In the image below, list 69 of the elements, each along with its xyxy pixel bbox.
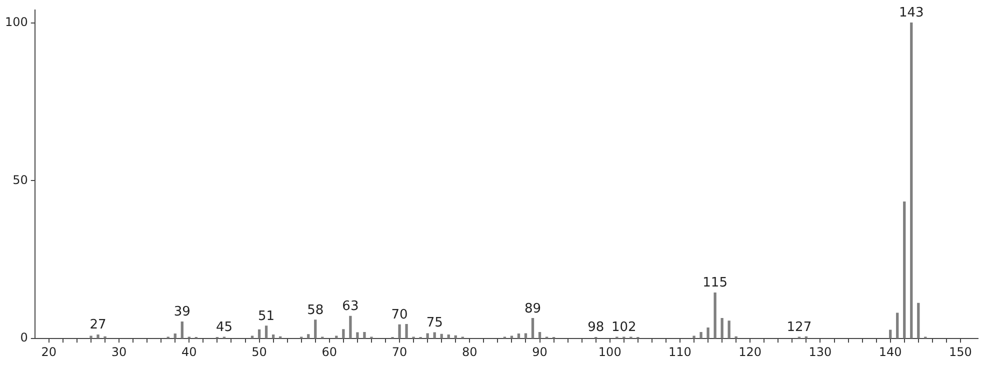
x-tick-label: 110 bbox=[668, 344, 692, 359]
annotation: 45 bbox=[216, 320, 232, 335]
annotation: 98 bbox=[588, 320, 604, 336]
bar bbox=[910, 22, 913, 338]
annotation: 102 bbox=[611, 320, 636, 335]
x-tick-label: 90 bbox=[532, 344, 548, 359]
x-tick-label: 130 bbox=[808, 344, 832, 359]
bar bbox=[889, 330, 892, 338]
x-tick-label: 70 bbox=[392, 344, 408, 359]
annotation: 143 bbox=[898, 6, 924, 21]
bar bbox=[896, 312, 899, 338]
bar bbox=[714, 292, 716, 338]
annotation: 75 bbox=[426, 315, 443, 330]
bar bbox=[426, 333, 429, 338]
x-tick-label: 150 bbox=[949, 344, 972, 359]
y-tick-label: 100 bbox=[5, 14, 28, 29]
x-tick-label: 140 bbox=[878, 344, 902, 359]
bar bbox=[720, 318, 724, 338]
x-tick-label: 50 bbox=[252, 344, 267, 359]
bar bbox=[335, 336, 338, 338]
bar bbox=[405, 324, 408, 338]
x-tick-label: 80 bbox=[462, 344, 478, 359]
annotation: 51 bbox=[258, 308, 275, 324]
bar bbox=[349, 316, 352, 338]
bar bbox=[517, 334, 520, 338]
x-tick-label: 30 bbox=[111, 344, 127, 359]
annotation: 58 bbox=[307, 302, 324, 318]
bar bbox=[510, 336, 514, 338]
annotation: 27 bbox=[90, 318, 106, 333]
bar bbox=[433, 332, 436, 338]
x-tick-label: 120 bbox=[738, 344, 762, 359]
bar bbox=[342, 329, 345, 338]
bar bbox=[264, 326, 268, 338]
annotation: 115 bbox=[702, 276, 728, 291]
annotation: 89 bbox=[524, 301, 542, 316]
bar bbox=[307, 334, 310, 338]
y-tick-label: 50 bbox=[12, 172, 28, 187]
bar bbox=[917, 302, 920, 338]
bar bbox=[272, 334, 275, 338]
bar bbox=[538, 332, 542, 338]
bar bbox=[531, 318, 534, 338]
bar bbox=[90, 336, 92, 338]
bar bbox=[706, 328, 710, 338]
annotation: 70 bbox=[391, 308, 408, 323]
x-tick-label: 100 bbox=[598, 344, 622, 359]
bar bbox=[524, 333, 528, 338]
bar bbox=[258, 329, 261, 338]
bar bbox=[700, 332, 702, 338]
bar bbox=[356, 332, 359, 338]
bar bbox=[180, 322, 184, 338]
bar bbox=[440, 334, 443, 338]
x-tick-label: 20 bbox=[41, 344, 57, 359]
x-tick-label: 60 bbox=[322, 344, 338, 359]
y-tick-label: 0 bbox=[20, 330, 28, 345]
annotation: 63 bbox=[342, 299, 359, 314]
bar bbox=[96, 334, 100, 338]
bar bbox=[447, 334, 450, 338]
annotation: 39 bbox=[174, 304, 190, 320]
x-tick-label: 40 bbox=[182, 344, 197, 359]
bar bbox=[363, 332, 366, 338]
bar bbox=[250, 336, 254, 338]
bar bbox=[398, 324, 401, 338]
annotation: 127 bbox=[786, 320, 812, 335]
bar bbox=[728, 320, 730, 338]
bar bbox=[314, 320, 317, 338]
bar bbox=[692, 336, 696, 338]
bar bbox=[174, 334, 176, 338]
bar bbox=[454, 335, 457, 338]
bar bbox=[903, 202, 906, 338]
